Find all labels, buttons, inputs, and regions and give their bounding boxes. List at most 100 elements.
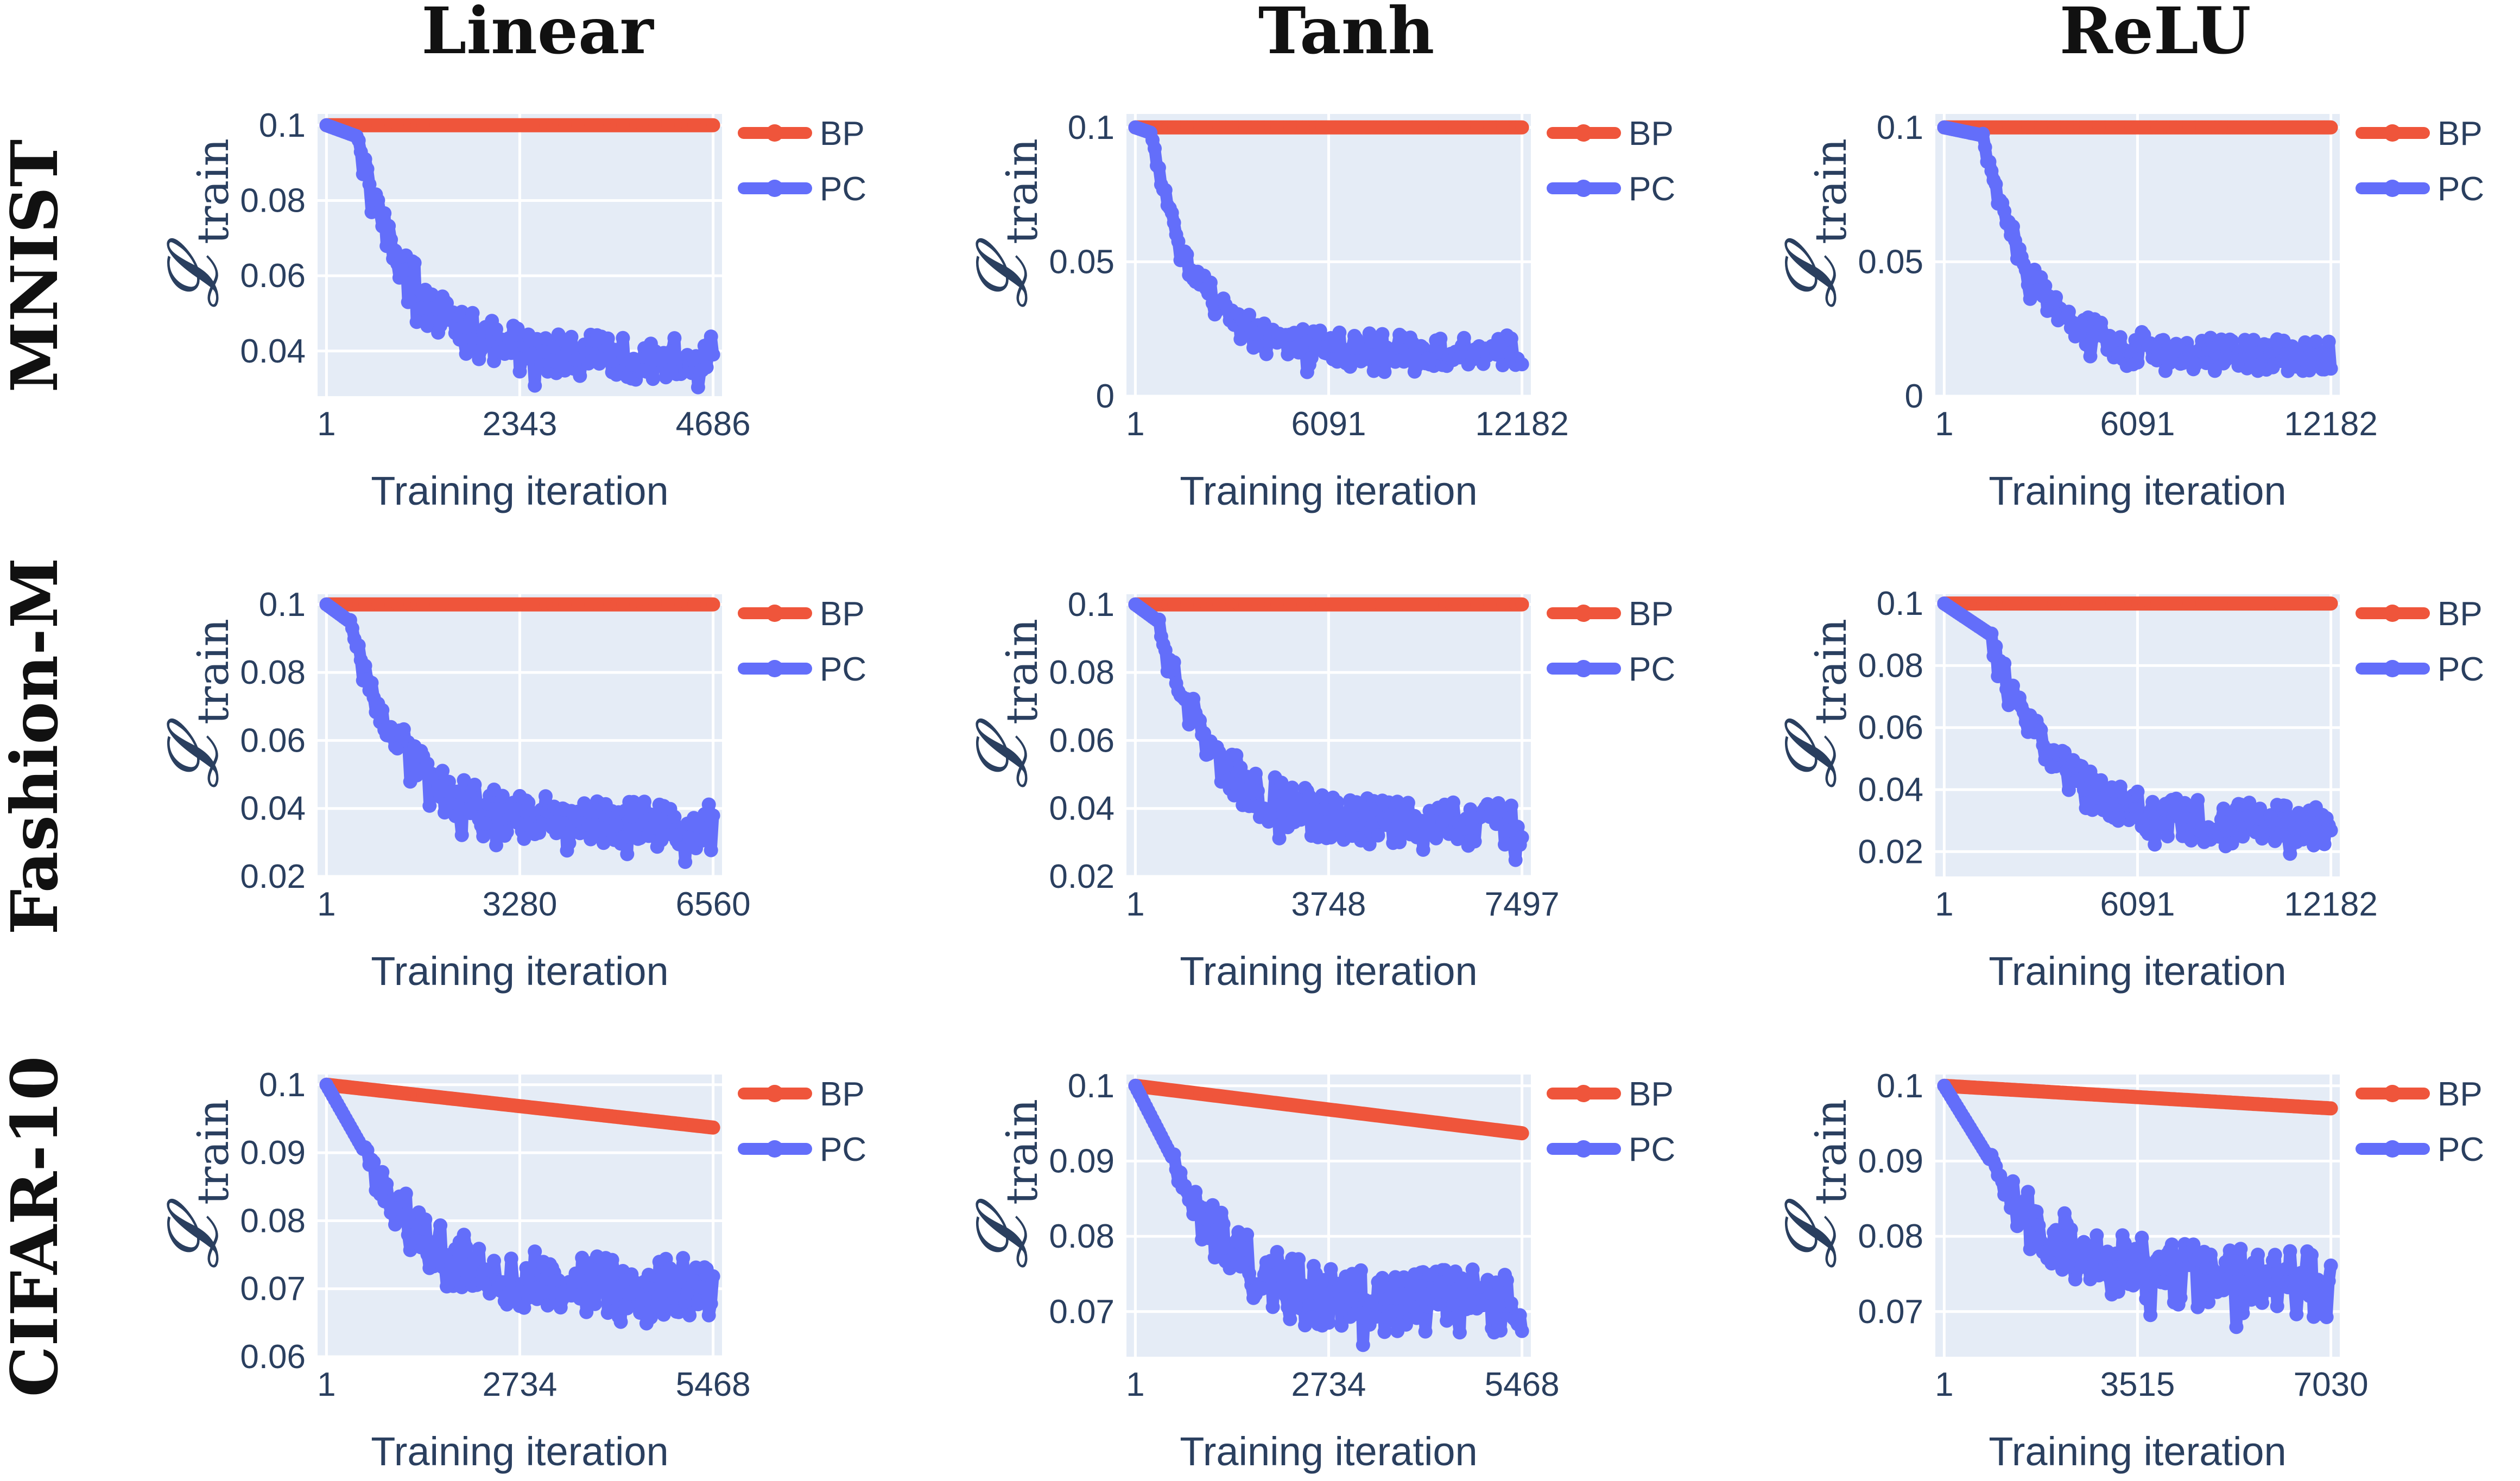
panel-cifar-10-tanh-series-pc-point-52 <box>1240 1228 1255 1242</box>
panel-mnist-tanh-series-pc-point-79 <box>1298 336 1312 351</box>
panel-cifar-10-linear-series-pc-point-58 <box>444 1258 458 1273</box>
panel-fashion-m-tanh-legend-pc-marker <box>1575 660 1592 677</box>
panel-mnist-linear-legend-bp: BP <box>738 115 865 152</box>
panel-mnist-linear-series-pc-point-134 <box>607 342 622 357</box>
panel-mnist-linear-legend-pc-text: PC <box>820 170 866 208</box>
panel-fashion-m-linear-series-pc-point-94 <box>521 796 536 810</box>
panel-mnist-relu-series-pc-point-117 <box>2188 357 2203 372</box>
panel-cifar-10-relu-series-pc-point-177 <box>2317 1292 2332 1307</box>
panel-cifar-10-relu-series-pc-point-96 <box>2143 1308 2158 1323</box>
panel-fashion-m-linear: 1 3280 6560 0.1 0.08 0.06 0.04 0.02 Training ite… <box>151 586 866 994</box>
panel-mnist-linear-series-pc-point-24 <box>371 193 385 208</box>
panel-cifar-10-relu-series-pc-point-150 <box>2259 1264 2274 1279</box>
panel-fashion-m-relu-series-pc-point-161 <box>2283 847 2297 861</box>
panel-cifar-10-relu-series-pc-point-39 <box>2021 1185 2035 1199</box>
panel-cifar-10-tanh-y-tick-3: 0.07 <box>1049 1293 1115 1331</box>
panel-fashion-m-tanh-series-pc-point-88 <box>1317 801 1332 816</box>
panel-mnist-linear-y-tick-1: 0.08 <box>240 182 306 219</box>
panel-fashion-m-tanh-series-pc-point-46 <box>1227 788 1242 803</box>
panel-cifar-10-linear-x-label: Training iteration <box>371 1429 668 1474</box>
panel-mnist-linear-series-pc-point-101 <box>536 344 550 359</box>
panel-cifar-10-tanh-series-pc-point-162 <box>1476 1298 1491 1312</box>
panel-mnist-tanh-series-pc-point-134 <box>1416 341 1430 355</box>
panel-cifar-10-relu-series-pc-point-159 <box>2278 1262 2293 1276</box>
panel-mnist-tanh-series-pc-point-116 <box>1377 365 1392 379</box>
panel-cifar-10-linear-series-pc-point-150 <box>641 1268 656 1282</box>
panel-cifar-10-relu-series-pc-point-40 <box>2023 1242 2037 1256</box>
panel-cifar-10-tanh-series-pc-point-69 <box>1276 1275 1291 1289</box>
panel-fashion-m-linear-series-pc-point-70 <box>470 796 484 811</box>
panel-mnist-tanh-series-pc-point-61 <box>1259 347 1274 361</box>
panel-cifar-10-relu-series-pc <box>1937 1078 2338 1334</box>
panel-cifar-10-relu-series-pc-point-155 <box>2270 1299 2284 1313</box>
panel-mnist-linear-series-pc-point-44 <box>414 301 428 315</box>
panel-cifar-10-tanh-series-pc-point-110 <box>1364 1294 1379 1309</box>
panel-mnist-relu-series-pc-point-82 <box>2113 330 2128 345</box>
panel-cifar-10-tanh-series-pc-point-141 <box>1431 1297 1446 1312</box>
panel-fashion-m-tanh-series-pc-point-134 <box>1416 842 1430 857</box>
panel-cifar-10-tanh-x-tick-1: 2734 <box>1291 1366 1366 1403</box>
panel-fashion-m-tanh-series-pc-point-178 <box>1510 819 1525 834</box>
panel-mnist-relu-series-pc-point-134 <box>2225 334 2239 348</box>
panel-cifar-10-relu-series-pc-point-44 <box>2031 1218 2046 1233</box>
panel-fashion-m-relu-series-bp <box>1937 596 2338 611</box>
panel-cifar-10-tanh-series-pc-point-180 <box>1515 1324 1529 1338</box>
panel-mnist-tanh-y-label-sub: train <box>997 138 1047 244</box>
panel-cifar-10-relu-series-bp-point-180 <box>2324 1102 2338 1115</box>
panel-fashion-m-tanh-series-pc-point-174 <box>1502 809 1516 824</box>
panel-cifar-10-linear-x-tick-1: 2734 <box>482 1366 557 1403</box>
panel-cifar-10-tanh-y-tick-2: 0.08 <box>1049 1218 1115 1255</box>
panel-cifar-10-relu-series-pc-point-45 <box>2034 1234 2048 1249</box>
panel-cifar-10-relu-series-pc-point-146 <box>2251 1248 2265 1262</box>
panel-cifar-10-tanh-series-pc-point-115 <box>1375 1270 1390 1285</box>
panel-mnist-tanh-series-pc-point-14 <box>1158 183 1173 198</box>
panel-cifar-10-relu-series-pc-point-148 <box>2255 1295 2269 1310</box>
panel-cifar-10-tanh-series-pc-point-158 <box>1467 1280 1482 1295</box>
panel-cifar-10-linear-y-label-sub: train <box>188 1099 238 1205</box>
panel-fashion-m-relu-legend-bp: BP <box>2356 595 2483 633</box>
panel-cifar-10-relu-series-pc-point-124 <box>2204 1247 2218 1262</box>
panel-cifar-10-relu-series-pc-point-32 <box>2006 1174 2020 1188</box>
panel-fashion-m-tanh-series-pc-point-81 <box>1302 789 1316 803</box>
panel-mnist-relu-series-pc-point-168 <box>2298 335 2313 349</box>
panel-mnist-relu-legend-bp: BP <box>2356 115 2483 152</box>
panel-fashion-m-relu-x-label: Training iteration <box>1989 949 2286 994</box>
panel-fashion-m-linear-legend-pc: PC <box>738 651 866 688</box>
panel-cifar-10-relu-series-pc-point-53 <box>2051 1243 2066 1258</box>
panel-fashion-m-tanh-series-bp-point-180 <box>1515 598 1529 611</box>
panel-cifar-10-relu-series-pc-point-71 <box>2090 1228 2104 1243</box>
panel-mnist-linear-series-pc-point-179 <box>704 329 718 344</box>
panel-cifar-10-linear-series-pc-point-78 <box>487 1254 501 1268</box>
panel-cifar-10-relu-legend-pc-marker <box>2384 1140 2401 1158</box>
panel-cifar-10-linear-series-pc-point-97 <box>528 1244 542 1259</box>
panel-cifar-10-linear-series-pc-point-63 <box>454 1280 469 1294</box>
panel-mnist-linear-series-pc-point-90 <box>512 364 527 379</box>
panel-mnist-tanh-series-pc-point-175 <box>1504 331 1518 346</box>
panel-cifar-10-linear-series-pc-point-103 <box>540 1298 555 1313</box>
panel-cifar-10-tanh-series-pc-point-78 <box>1296 1278 1310 1292</box>
panel-mnist-relu-series-pc-point-144 <box>2246 333 2261 347</box>
panel-fashion-m-linear-series-pc-point-135 <box>609 818 624 832</box>
panel-fashion-m-relu-y-label-main: 𝓛 <box>1769 717 1852 788</box>
panel-fashion-m-linear-series-pc-point-26 <box>375 703 390 717</box>
panel-mnist-relu-x-tick-0: 1 <box>1935 405 1953 443</box>
panel-mnist-relu-series-pc-point-173 <box>2308 334 2323 349</box>
panel-mnist-relu-series-pc <box>1937 120 2338 378</box>
panel-fashion-m-relu-y-tick-2: 0.06 <box>1858 709 1923 747</box>
panel-fashion-m-relu-series-pc <box>1937 596 2338 861</box>
panel-cifar-10-relu-series-pc-point-81 <box>2111 1285 2125 1299</box>
panel-fashion-m-relu-series-pc-point-118 <box>2190 793 2205 808</box>
panel-mnist-relu-y-label-sub: train <box>1806 138 1856 244</box>
panel-fashion-m-relu-legend-pc-text: PC <box>2437 651 2484 688</box>
panel-fashion-m-linear-series-pc-point-73 <box>476 829 491 844</box>
panel-fashion-m-relu-series-pc-point-69 <box>2085 803 2100 817</box>
panel-fashion-m-tanh: 1 3748 7497 0.1 0.08 0.06 0.04 0.02 Training ite… <box>960 586 1675 994</box>
panel-cifar-10-relu-y-tick-0: 0.1 <box>1877 1067 1923 1105</box>
panel-cifar-10-tanh-series-pc-point-179 <box>1512 1308 1527 1323</box>
panel-fashion-m-linear-series-bp <box>319 597 720 612</box>
panel-mnist-relu-y-label-main: 𝓛 <box>1769 237 1852 308</box>
panel-fashion-m-tanh-series-pc-point-180 <box>1515 830 1529 844</box>
panel-cifar-10-tanh-series-pc-point-28 <box>1188 1185 1203 1199</box>
panel-fashion-m-tanh-series-pc <box>1128 597 1529 867</box>
